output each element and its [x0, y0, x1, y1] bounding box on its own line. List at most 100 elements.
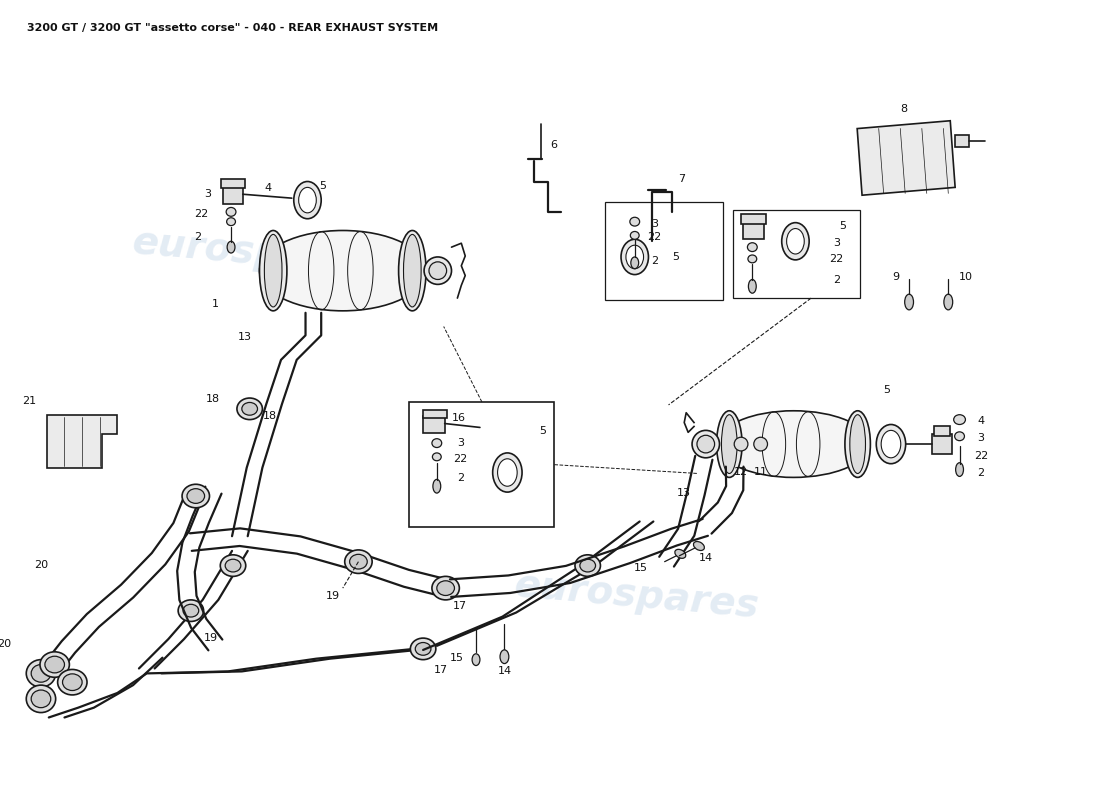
Ellipse shape — [227, 207, 236, 216]
Ellipse shape — [693, 542, 704, 550]
Ellipse shape — [493, 453, 522, 492]
Ellipse shape — [497, 458, 517, 486]
Text: 3: 3 — [978, 434, 984, 443]
Bar — [605, 202, 723, 300]
Ellipse shape — [697, 435, 715, 453]
Text: 2: 2 — [978, 469, 984, 478]
Text: 2: 2 — [651, 256, 658, 266]
Ellipse shape — [260, 230, 287, 311]
Ellipse shape — [31, 665, 51, 682]
Ellipse shape — [398, 230, 426, 311]
Text: 22: 22 — [974, 451, 988, 461]
Text: 18: 18 — [206, 394, 220, 404]
Text: 14: 14 — [497, 666, 512, 677]
Ellipse shape — [786, 229, 804, 254]
Ellipse shape — [425, 257, 451, 284]
Ellipse shape — [580, 559, 595, 572]
Ellipse shape — [236, 398, 263, 419]
Ellipse shape — [877, 425, 905, 464]
Ellipse shape — [782, 222, 810, 260]
Text: 15: 15 — [450, 653, 463, 662]
Text: 4: 4 — [265, 183, 272, 194]
Ellipse shape — [227, 242, 235, 253]
Ellipse shape — [722, 414, 737, 474]
Ellipse shape — [747, 242, 757, 251]
Ellipse shape — [404, 234, 421, 307]
Ellipse shape — [187, 489, 205, 503]
Bar — [424, 416, 444, 434]
Ellipse shape — [45, 656, 65, 673]
Bar — [934, 426, 949, 436]
Text: eurospares: eurospares — [131, 223, 378, 282]
Ellipse shape — [845, 410, 870, 478]
Ellipse shape — [178, 600, 204, 622]
Text: 8: 8 — [901, 104, 908, 114]
Ellipse shape — [264, 234, 282, 307]
Text: 6: 6 — [550, 140, 557, 150]
Ellipse shape — [674, 550, 685, 558]
Ellipse shape — [429, 262, 447, 279]
Text: 2: 2 — [833, 275, 840, 286]
Ellipse shape — [881, 430, 901, 458]
Ellipse shape — [299, 187, 317, 213]
Ellipse shape — [350, 554, 367, 569]
Bar — [223, 186, 243, 204]
Bar — [733, 210, 860, 298]
Ellipse shape — [500, 650, 509, 663]
Polygon shape — [47, 414, 118, 468]
Text: 3: 3 — [204, 190, 211, 199]
Text: 2: 2 — [456, 474, 464, 483]
Text: 10: 10 — [959, 271, 972, 282]
Text: 22: 22 — [195, 209, 209, 219]
Text: 17: 17 — [433, 666, 448, 675]
Bar — [221, 178, 245, 188]
Ellipse shape — [717, 410, 869, 478]
Ellipse shape — [26, 685, 56, 713]
Text: 11: 11 — [754, 466, 768, 477]
Ellipse shape — [432, 453, 441, 461]
Text: 5: 5 — [320, 182, 327, 191]
Ellipse shape — [904, 294, 913, 310]
Text: 5: 5 — [672, 252, 680, 262]
Ellipse shape — [626, 245, 644, 269]
Ellipse shape — [260, 230, 426, 311]
Ellipse shape — [183, 484, 209, 508]
Text: 20: 20 — [0, 639, 11, 649]
Ellipse shape — [954, 414, 966, 425]
Text: 3: 3 — [456, 438, 464, 448]
Text: 4: 4 — [978, 415, 984, 426]
Ellipse shape — [26, 660, 56, 687]
Ellipse shape — [692, 430, 719, 458]
Ellipse shape — [754, 438, 768, 451]
Ellipse shape — [63, 674, 82, 690]
Text: eurospares: eurospares — [513, 566, 761, 626]
Ellipse shape — [716, 410, 742, 478]
Text: 5: 5 — [839, 221, 846, 230]
Ellipse shape — [183, 604, 199, 617]
Text: 2: 2 — [195, 232, 201, 242]
Ellipse shape — [294, 182, 321, 218]
Text: 22: 22 — [647, 232, 661, 242]
Ellipse shape — [575, 555, 601, 576]
Ellipse shape — [220, 555, 245, 576]
Text: 7: 7 — [679, 174, 685, 183]
Ellipse shape — [630, 231, 639, 239]
Text: 5: 5 — [883, 386, 891, 395]
Ellipse shape — [955, 432, 965, 441]
Ellipse shape — [437, 581, 454, 595]
Ellipse shape — [242, 402, 257, 415]
Ellipse shape — [621, 239, 649, 274]
Text: 17: 17 — [453, 601, 468, 610]
Text: 21: 21 — [22, 396, 36, 406]
Text: 13: 13 — [238, 332, 252, 342]
Ellipse shape — [956, 462, 964, 477]
Ellipse shape — [40, 652, 69, 678]
Text: 18: 18 — [263, 410, 277, 421]
Bar — [742, 222, 764, 239]
Text: 16: 16 — [451, 413, 465, 422]
Ellipse shape — [850, 414, 866, 474]
Ellipse shape — [748, 255, 757, 263]
Text: 22: 22 — [453, 454, 468, 464]
Text: 13: 13 — [678, 488, 691, 498]
Ellipse shape — [630, 218, 639, 226]
